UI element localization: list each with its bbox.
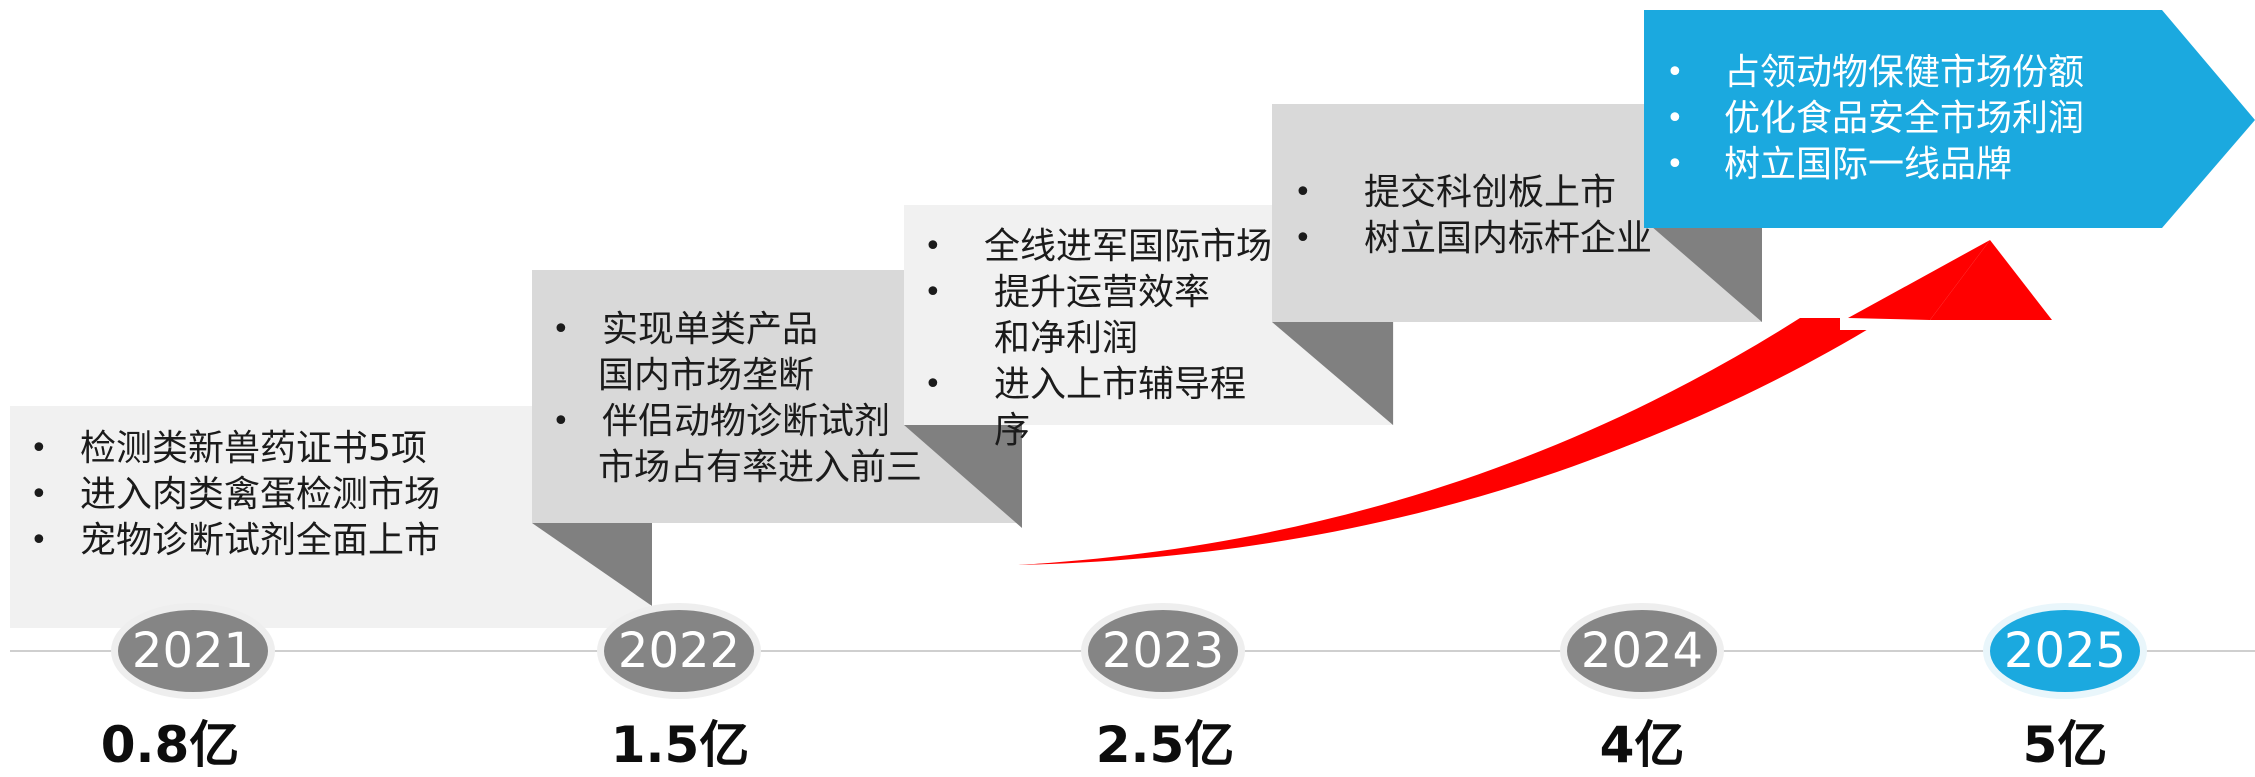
milestone-text-2022: 实现单类产品 国内市场垄断 伴侣动物诊断试剂 市场占有率进入前三 [542,307,942,491]
milestone-text-2021: 检测类新兽药证书5项 进入肉类禽蛋检测市场 宠物诊断试剂全面上市 [20,426,640,564]
year-badge-2025: 2025 [1990,610,2140,692]
revenue-2025: 5亿 [2022,716,2108,774]
milestone-text-2023: 全线进军国际市场 提升运营效率 和净利润 进入上市辅导程序 [914,224,1274,454]
bullet-item: 占领动物保健市场份额 [1656,50,2156,96]
year-badge-2024: 2024 [1567,610,1717,692]
arrowhead-icon [1930,240,2052,320]
bullet-item: 进入上市辅导程序 [914,362,1274,454]
revenue-2024: 4亿 [1599,716,1685,774]
fold-2023 [1272,322,1393,425]
bullet-item: 提交科创板上市 [1284,170,1704,216]
bullet-item: 宠物诊断试剂全面上市 [20,518,640,564]
revenue-2021: 0.8亿 [100,716,240,774]
bullet-item: 树立国际一线品牌 [1656,142,2156,188]
milestone-text-2025: 占领动物保健市场份额 优化食品安全市场利润 树立国际一线品牌 [1656,50,2156,188]
year-badge-2022: 2022 [604,610,754,692]
revenue-2023: 2.5亿 [1095,716,1235,774]
arrow-layer [1018,240,2052,565]
bullet-item: 实现单类产品 国内市场垄断 [542,307,942,399]
bullet-item: 提升运营效率 和净利润 [914,270,1274,362]
bullet-item: 树立国内标杆企业 [1284,216,1704,262]
year-badge-2021: 2021 [118,610,268,692]
bullet-item: 伴侣动物诊断试剂 市场占有率进入前三 [542,399,942,491]
arrowhead-base [1848,240,1990,320]
bullet-item: 进入肉类禽蛋检测市场 [20,472,640,518]
bullet-item: 检测类新兽药证书5项 [20,426,640,472]
bullet-item: 优化食品安全市场利润 [1656,96,2156,142]
milestone-text-2024: 提交科创板上市 树立国内标杆企业 [1284,170,1704,262]
bullet-item: 全线进军国际市场 [914,224,1274,270]
year-badge-2023: 2023 [1088,610,1238,692]
revenue-2022: 1.5亿 [610,716,750,774]
